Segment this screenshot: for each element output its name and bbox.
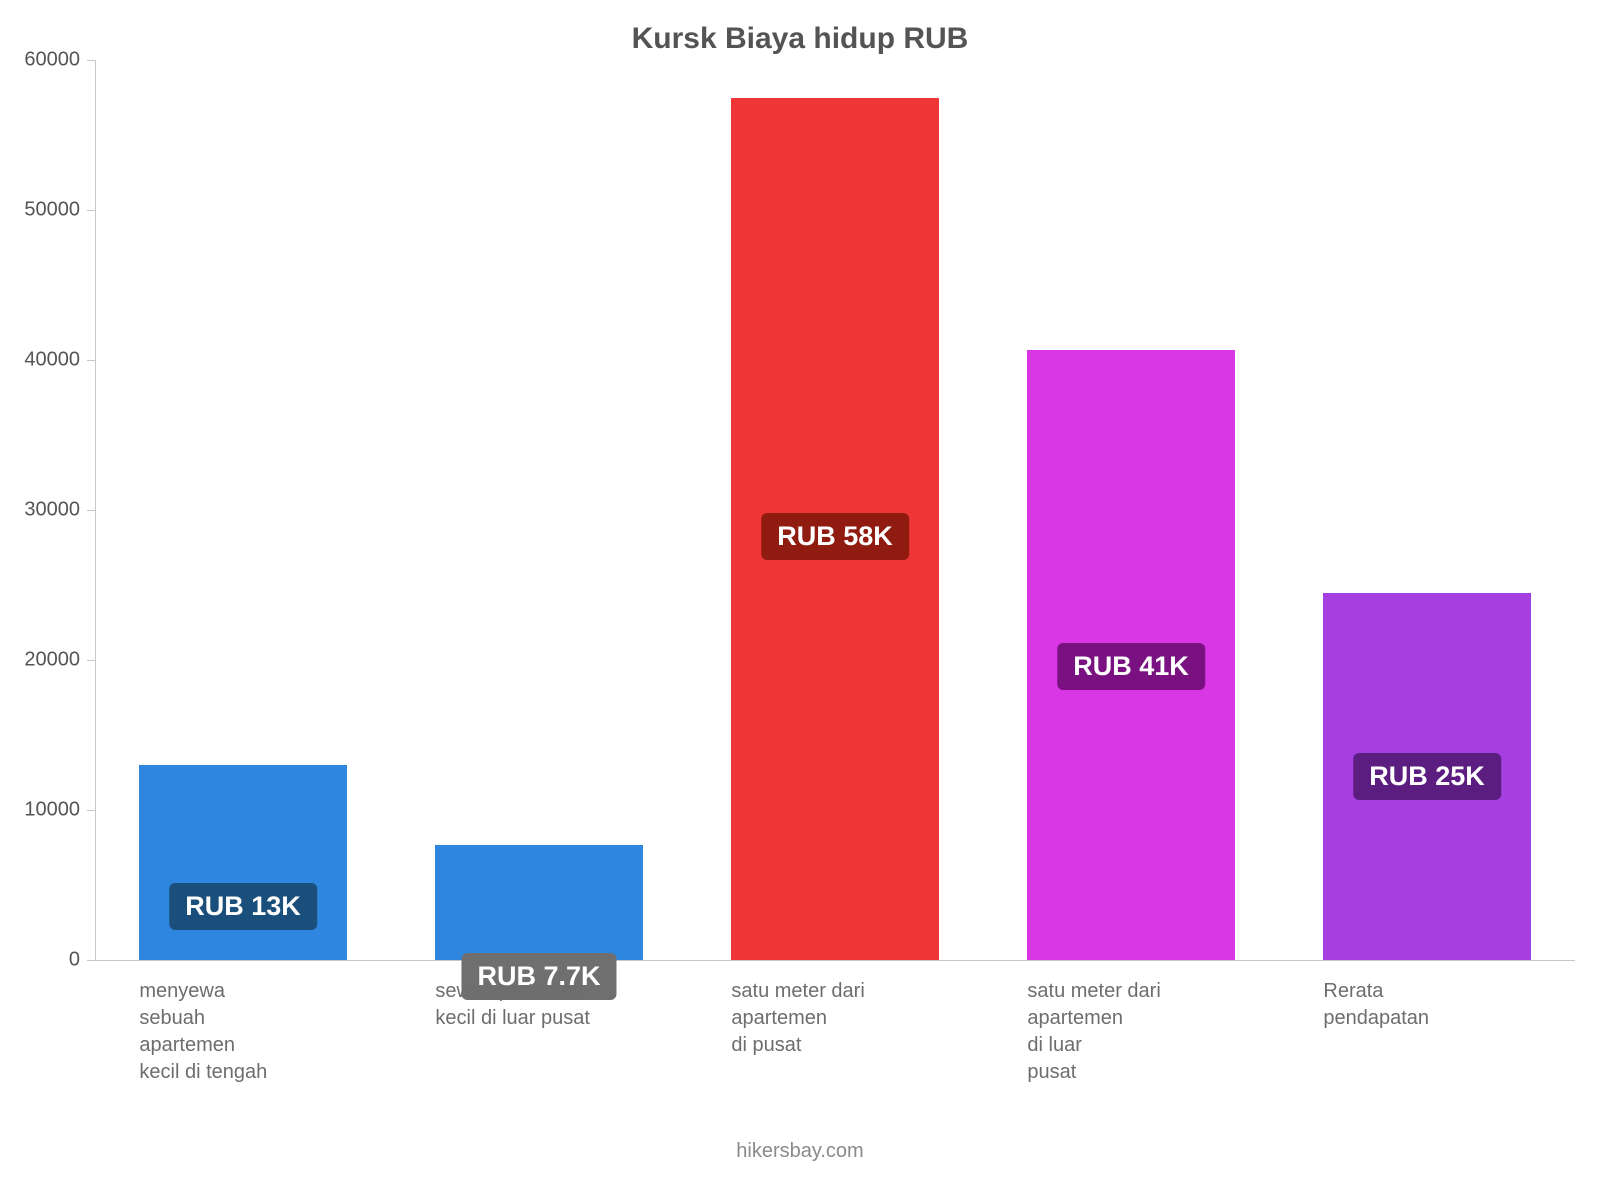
y-tick-label: 10000: [24, 799, 80, 822]
bar-slot: RUB 13K: [95, 60, 391, 960]
watermark: hikersbay.com: [0, 1140, 1600, 1163]
y-tick-mark: [87, 510, 95, 511]
y-tick-mark: [87, 60, 95, 61]
x-category-label: Reratapendapatan: [1323, 978, 1530, 1032]
y-tick-label: 30000: [24, 499, 80, 522]
value-badge: RUB 25K: [1353, 753, 1501, 800]
value-badge: RUB 58K: [761, 513, 909, 560]
x-category-label: sewa apartemenkecil di luar pusat: [435, 978, 642, 1032]
bar-slot: RUB 25K: [1279, 60, 1575, 960]
bar: [435, 845, 642, 961]
y-tick-mark: [87, 210, 95, 211]
bar: [139, 765, 346, 960]
x-category-label: satu meter dariapartemendi pusat: [731, 978, 938, 1059]
bar-slot: RUB 7.7K: [391, 60, 687, 960]
y-tick-mark: [87, 960, 95, 961]
y-tick-label: 60000: [24, 49, 80, 72]
y-tick-label: 20000: [24, 649, 80, 672]
y-tick-mark: [87, 810, 95, 811]
bar-slot: RUB 41K: [983, 60, 1279, 960]
y-tick-mark: [87, 360, 95, 361]
x-category-label: menyewasebuahapartemenkecil di tengah: [139, 978, 346, 1086]
y-tick-mark: [87, 660, 95, 661]
y-tick-label: 40000: [24, 349, 80, 372]
y-tick-label: 0: [69, 949, 80, 972]
plot-area: RUB 13K RUB 7.7K RUB 58K RUB 41K RUB 25K: [95, 60, 1575, 960]
value-badge: RUB 41K: [1057, 643, 1205, 690]
x-axis-line: [95, 960, 1575, 961]
chart-root: Kursk Biaya hidup RUB 0 10000 20000 30000 40…: [0, 0, 1600, 1200]
y-tick-label: 50000: [24, 199, 80, 222]
value-badge: RUB 13K: [169, 883, 317, 930]
bar-slot: RUB 58K: [687, 60, 983, 960]
x-category-label: satu meter dariapartemendi luarpusat: [1027, 978, 1234, 1086]
chart-title: Kursk Biaya hidup RUB: [0, 22, 1600, 56]
